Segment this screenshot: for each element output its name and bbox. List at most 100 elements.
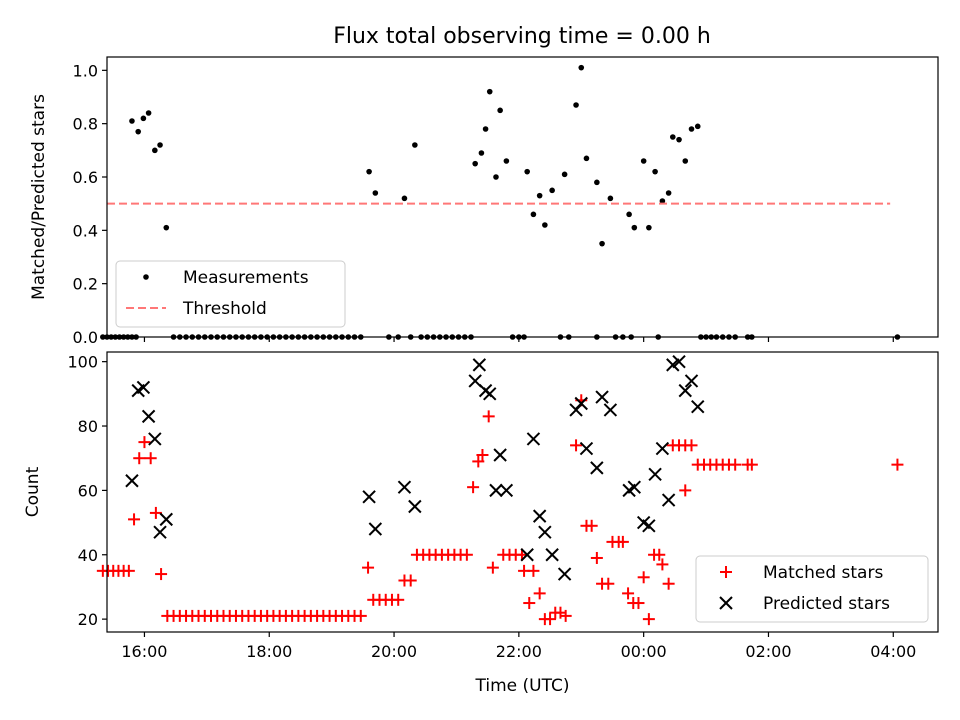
marker-stroke xyxy=(545,548,559,562)
data-point xyxy=(482,410,495,423)
marker-stroke xyxy=(499,483,514,498)
y-tick-label: 20 xyxy=(78,610,98,629)
data-point xyxy=(729,458,742,471)
data-point xyxy=(538,525,552,539)
marker-stroke xyxy=(141,409,156,424)
y-axis-label: Matched/Predicted stars xyxy=(29,94,49,300)
x-tick-label: 22:00 xyxy=(496,642,542,661)
data-point xyxy=(648,467,662,482)
data-point xyxy=(157,142,163,148)
data-point xyxy=(603,403,618,417)
marker-stroke xyxy=(397,480,412,494)
data-point xyxy=(679,484,692,497)
data-point xyxy=(685,439,698,452)
marker-stroke xyxy=(520,548,534,562)
data-point xyxy=(497,107,503,114)
y-tick-label: 0.6 xyxy=(73,168,98,187)
data-point xyxy=(133,452,146,465)
data-point xyxy=(652,168,658,175)
data-point xyxy=(607,195,614,202)
x-tick-label: 04:00 xyxy=(870,642,916,661)
marker-stroke xyxy=(125,474,139,488)
data-point xyxy=(460,548,473,561)
data-point xyxy=(472,455,485,468)
chart-title: Flux total observing time = 0.00 h xyxy=(333,24,711,49)
data-point xyxy=(397,480,412,494)
y-tick-label: 80 xyxy=(78,417,98,436)
x-tick-label: 00:00 xyxy=(621,642,667,661)
data-point xyxy=(482,126,489,132)
data-point xyxy=(412,142,418,148)
data-point xyxy=(153,525,167,539)
data-point xyxy=(672,354,686,369)
data-point xyxy=(362,561,375,574)
data-point xyxy=(362,490,376,504)
data-point xyxy=(559,609,572,622)
legend-label: Matched stars xyxy=(763,563,883,583)
data-point xyxy=(129,118,135,124)
marker-stroke xyxy=(655,441,670,456)
data-point xyxy=(642,613,655,626)
data-point xyxy=(745,458,758,471)
legend-swatch xyxy=(720,566,732,578)
marker-stroke xyxy=(595,390,609,404)
legend-box xyxy=(115,260,346,328)
data-point xyxy=(659,198,666,204)
data-point xyxy=(493,174,499,180)
data-point xyxy=(141,409,156,424)
data-point xyxy=(122,564,135,577)
data-point xyxy=(138,436,151,449)
data-point xyxy=(585,519,598,532)
plot-frame xyxy=(106,56,939,338)
marker-stroke xyxy=(579,441,594,456)
legend-label: Predicted stars xyxy=(763,594,890,614)
marker-stroke xyxy=(719,596,733,610)
data-point xyxy=(656,558,669,571)
legend-box xyxy=(695,555,929,623)
marker-stroke xyxy=(532,509,547,523)
data-point xyxy=(527,564,540,577)
data-point xyxy=(354,609,367,622)
data-point xyxy=(627,480,642,494)
marker-stroke xyxy=(489,483,503,498)
data-point xyxy=(688,126,695,132)
data-point xyxy=(640,158,647,164)
marker-stroke xyxy=(574,396,588,411)
data-point xyxy=(404,574,417,587)
data-point xyxy=(468,374,482,388)
data-point xyxy=(561,171,568,178)
y-tick-label: 40 xyxy=(78,546,98,565)
marker-stroke xyxy=(159,512,173,527)
data-point xyxy=(372,190,379,196)
data-point xyxy=(135,128,142,135)
data-point xyxy=(542,222,548,228)
x-tick-label: 18:00 xyxy=(246,642,292,661)
data-point xyxy=(408,499,422,514)
data-point xyxy=(136,380,151,395)
data-point xyxy=(891,458,904,471)
data-point xyxy=(642,519,656,533)
star-count-panel: 16:00 18:00 20:00 22:00 00:00 02:00 04:00 20 40 6… xyxy=(23,351,939,696)
data-point xyxy=(145,110,152,116)
marker-stroke xyxy=(642,519,656,533)
matched-ratio-panel: 0.0 0.2 0.4 0.6 0.8 1.0 Matched/Predicted star… xyxy=(29,56,939,347)
marker-stroke xyxy=(678,383,692,398)
data-point xyxy=(578,64,585,71)
marker-stroke xyxy=(691,400,705,414)
data-point xyxy=(524,168,530,175)
data-point xyxy=(631,224,638,231)
data-point xyxy=(574,396,588,411)
data-point xyxy=(144,452,157,465)
series-matched-stars xyxy=(96,394,904,626)
marker-stroke xyxy=(648,467,662,482)
data-point xyxy=(533,587,546,600)
data-point xyxy=(486,88,493,95)
marker-stroke xyxy=(472,358,487,372)
data-point xyxy=(532,509,547,523)
data-point xyxy=(125,474,139,488)
data-point xyxy=(622,587,635,600)
marker-stroke xyxy=(408,499,422,514)
data-point xyxy=(665,190,672,196)
marker-stroke xyxy=(468,374,482,388)
